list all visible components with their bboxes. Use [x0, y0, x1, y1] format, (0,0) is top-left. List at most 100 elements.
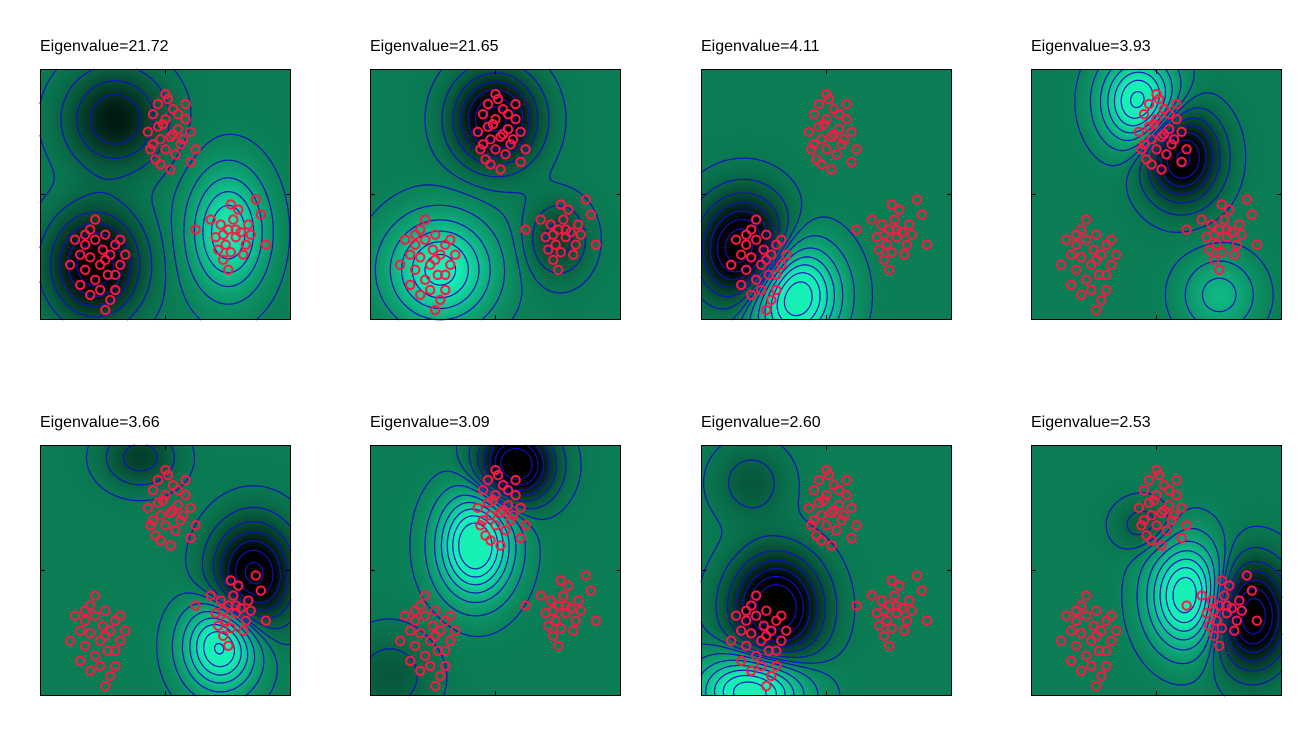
data-point	[1146, 134, 1157, 145]
data-point	[85, 252, 96, 263]
data-point	[80, 229, 91, 240]
data-point	[205, 214, 216, 225]
heatmap-image	[370, 69, 621, 320]
data-point	[563, 580, 574, 591]
data-point	[881, 615, 892, 626]
plot-area-4	[1031, 68, 1282, 321]
data-point	[889, 590, 900, 601]
data-point	[1211, 239, 1222, 250]
data-point	[1163, 109, 1175, 120]
data-point	[142, 126, 154, 137]
data-point	[485, 134, 496, 145]
data-point	[813, 497, 825, 508]
data-point	[213, 620, 224, 631]
data-point	[821, 464, 832, 476]
data-point	[500, 149, 511, 160]
data-point	[758, 620, 769, 631]
data-point	[736, 655, 747, 667]
data-point	[1246, 209, 1258, 220]
data-point	[1176, 532, 1187, 544]
data-point	[152, 497, 164, 508]
data-point	[548, 605, 559, 616]
data-point	[1163, 485, 1175, 496]
data-point	[1158, 129, 1170, 140]
data-point	[520, 600, 531, 611]
data-point	[180, 98, 191, 110]
data-point	[781, 625, 792, 636]
data-point	[75, 655, 86, 667]
data-point	[590, 615, 602, 626]
data-point	[1138, 515, 1150, 526]
data-point	[1146, 535, 1157, 546]
data-point	[1151, 464, 1162, 476]
data-point	[1151, 114, 1162, 125]
data-point	[97, 620, 108, 631]
data-point	[816, 535, 827, 546]
data-point	[1066, 655, 1077, 667]
data-point	[1076, 252, 1087, 263]
chart-panel-2: Eigenvalue=21.65	[369, 38, 670, 358]
data-point	[80, 605, 91, 616]
data-point	[115, 259, 126, 271]
data-point	[510, 114, 521, 125]
data-point	[75, 625, 86, 636]
data-point	[758, 244, 769, 255]
data-point	[1071, 239, 1082, 250]
data-point	[160, 490, 171, 501]
data-point	[223, 264, 234, 276]
data-point	[90, 234, 101, 245]
data-point	[160, 114, 171, 125]
data-point	[1196, 590, 1207, 601]
data-point	[233, 580, 244, 591]
data-point	[410, 239, 421, 250]
data-point	[420, 274, 431, 286]
data-point	[1219, 214, 1230, 225]
data-point	[823, 469, 835, 481]
data-point	[776, 234, 787, 245]
data-point	[95, 660, 106, 672]
data-point	[1106, 635, 1117, 647]
data-point	[580, 194, 592, 205]
data-point	[255, 585, 267, 596]
data-point	[170, 149, 181, 160]
data-point	[580, 570, 592, 581]
data-point	[1176, 126, 1187, 137]
data-point	[851, 520, 862, 531]
data-point	[838, 510, 850, 521]
data-point	[510, 474, 521, 486]
data-point	[836, 139, 847, 150]
data-point	[866, 590, 877, 601]
data-point	[876, 595, 887, 606]
data-point	[475, 520, 486, 531]
data-point	[225, 247, 237, 258]
data-point	[420, 590, 431, 601]
data-point	[741, 615, 752, 626]
data-point	[911, 194, 923, 205]
data-point	[190, 520, 201, 531]
data-point	[911, 570, 923, 581]
data-point	[879, 254, 890, 266]
data-point	[1219, 590, 1230, 601]
data-point	[545, 219, 556, 230]
data-point	[741, 605, 752, 616]
data-point	[573, 219, 584, 230]
data-point	[505, 515, 516, 526]
data-point	[1055, 635, 1067, 647]
data-point	[215, 219, 226, 230]
data-point	[80, 640, 91, 652]
data-point	[816, 159, 827, 170]
data-point	[167, 505, 179, 516]
data-point	[235, 227, 247, 238]
data-point	[1181, 520, 1192, 531]
data-point	[415, 252, 426, 263]
chart-title-4: Eigenvalue=3.93	[1031, 38, 1151, 55]
data-point	[916, 209, 928, 220]
data-point	[240, 239, 252, 250]
data-point	[548, 630, 559, 642]
data-point	[515, 126, 526, 137]
data-point	[846, 532, 857, 544]
data-point	[435, 670, 446, 682]
data-point	[841, 490, 852, 501]
data-point	[751, 610, 762, 621]
chart-title-1: Eigenvalue=21.72	[40, 38, 169, 55]
